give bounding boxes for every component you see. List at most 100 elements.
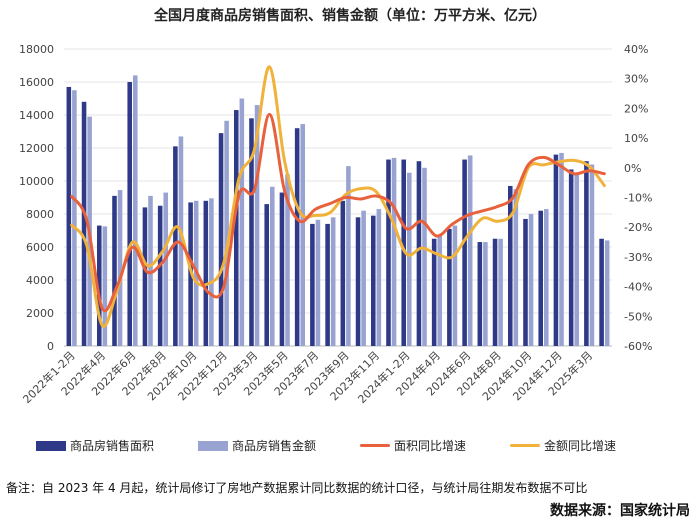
growth-line-series [70, 65, 606, 328]
x-axis-tick-label: 2024年1-2月 [355, 348, 413, 406]
amount-bar [361, 210, 366, 346]
left-axis: 0 2000 4000 6000 8000 10000 12000 14000 16000 180… [19, 43, 54, 353]
amount-bar [102, 226, 108, 346]
legend-label-area-bar: 商品房销售面积 [70, 439, 155, 453]
area-bar [81, 101, 87, 346]
chart-title: 全国月度商品房销售面积、销售金额（单位：万平方米、亿元） [154, 8, 546, 24]
area-bar [477, 242, 483, 346]
left-axis-tick-label: 2000 [26, 307, 54, 320]
legend-item-area-bar: 商品房销售面积 [36, 437, 154, 454]
area-bar [112, 195, 117, 346]
area-bar [462, 159, 467, 346]
area-bar [279, 192, 285, 346]
right-axis-tick-label: 30% [624, 73, 648, 86]
area-bar [568, 169, 574, 346]
amount-bar [270, 186, 275, 346]
area-bar [233, 110, 239, 346]
amount-bar [148, 195, 153, 346]
area-bar [355, 217, 361, 346]
area-bar [249, 118, 254, 346]
amount-bar [300, 124, 306, 346]
area-bar [538, 210, 543, 346]
amount-bar [483, 242, 488, 346]
left-axis-tick-label: 10000 [19, 175, 54, 188]
amount-bar [498, 238, 503, 346]
x-axis-tick-label: 2022年1-2月 [20, 348, 78, 406]
area-bar [370, 215, 376, 346]
area-bar-series [66, 82, 604, 346]
area-bar [584, 161, 589, 346]
amount-bar [559, 152, 564, 346]
amount-bar [437, 235, 443, 346]
right-axis-tick-label: -10% [624, 192, 652, 205]
amount-bar [528, 214, 534, 346]
area-bar [203, 200, 209, 346]
legend-swatch-amount-line [510, 444, 540, 447]
amount-bar [467, 155, 473, 346]
legend: 商品房销售面积 商品房销售金额 面积同比增速 金额同比增速 [0, 437, 700, 455]
right-axis-tick-label: -30% [624, 251, 652, 264]
amount-bar [544, 209, 549, 346]
amount-bar [224, 120, 229, 347]
amount-bar [391, 157, 397, 346]
area-bar [157, 205, 163, 346]
area-bar [173, 146, 178, 346]
left-axis-tick-label: 16000 [19, 76, 54, 89]
area-bar [507, 185, 513, 346]
right-axis-tick-label: -40% [624, 281, 652, 294]
amount-bar [72, 90, 77, 346]
area-bar [447, 228, 452, 346]
legend-label-area-line: 面积同比增速 [394, 439, 467, 453]
amount-bar [330, 217, 336, 346]
right-axis-tick-label: 40% [624, 43, 648, 56]
amount-bar [589, 164, 595, 346]
legend-swatch-area-bar [36, 440, 66, 451]
gridlines [64, 48, 612, 347]
amount-bar-series [72, 75, 610, 347]
area-bar [218, 133, 224, 346]
amount-bar [513, 189, 519, 346]
left-axis-tick-label: 4000 [26, 274, 54, 287]
area-bar [492, 238, 498, 346]
amount-bar [285, 174, 290, 346]
amount-bar [239, 98, 245, 346]
footnote: 备注：自 2023 年 4 月起，统计局修订了房地产数据累计同比数据的统计口径，… [6, 481, 588, 495]
legend-label-amount-line: 金额同比增速 [544, 439, 617, 453]
area-bar [431, 238, 437, 346]
area-bar [96, 225, 102, 346]
amount-bar [315, 219, 321, 346]
left-axis-tick-label: 8000 [26, 208, 54, 221]
amount-bar [452, 225, 458, 346]
amount-bar [209, 198, 214, 346]
amount-bar [376, 209, 382, 346]
right-axis-tick-label: -60% [624, 340, 652, 353]
area-bar [142, 207, 148, 346]
legend-item-amount-line: 金额同比增速 [510, 437, 616, 454]
left-axis-tick-label: 12000 [19, 142, 54, 155]
area-bar [523, 218, 528, 346]
right-axis-tick-label: 10% [624, 132, 648, 145]
amount-bar [163, 192, 169, 346]
combo-chart: 0 2000 4000 6000 8000 10000 12000 14000 16000 180… [19, 43, 652, 406]
area-growth-line [70, 112, 606, 313]
left-axis-tick-label: 14000 [19, 109, 54, 122]
amount-bar [422, 167, 427, 346]
amount-bar [133, 75, 138, 347]
amount-bar [178, 136, 184, 346]
legend-item-amount-bar: 商品房销售金额 [198, 437, 316, 454]
amount-bar [604, 240, 610, 346]
right-axis-tick-label: -20% [624, 221, 652, 234]
legend-item-area-line: 面积同比增速 [360, 437, 466, 454]
amount-bar [574, 172, 580, 346]
amount-growth-line [70, 65, 606, 328]
area-bar [127, 82, 132, 346]
right-axis: -60% -50% -40% -30% -20% -10% 0% 10% 20% 30% 40% [624, 43, 652, 353]
area-bar [553, 154, 559, 346]
amount-bar [346, 166, 351, 346]
area-bar [325, 223, 330, 346]
x-axis: 2022年1-2月2022年4月2022年6月2022年8月2022年10月20… [20, 348, 596, 406]
legend-swatch-amount-bar [198, 440, 228, 451]
left-axis-tick-label: 18000 [19, 43, 54, 56]
area-bar [340, 200, 346, 346]
right-axis-tick-label: -50% [624, 310, 652, 323]
